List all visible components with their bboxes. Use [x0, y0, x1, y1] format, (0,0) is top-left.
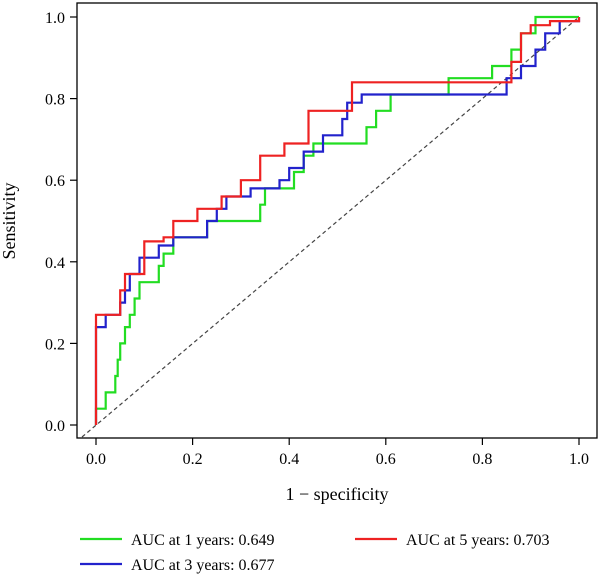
roc-curve-series-2: [94, 17, 581, 425]
roc-curve-series-1: [94, 15, 579, 425]
y-tick-label: 0.4: [45, 255, 65, 272]
x-axis-label: 1 − specificity: [285, 484, 388, 504]
legend-label-series-3: AUC at 5 years: 0.703: [406, 532, 550, 549]
legend-label-series-2: AUC at 3 years: 0.677: [131, 557, 275, 574]
y-tick-label: 0.6: [45, 173, 65, 190]
x-tick-label: 0.4: [279, 451, 299, 468]
reference-diagonal-line: [81, 16, 580, 438]
roc-curve-series-3: [94, 17, 581, 425]
reference-line-layer: [81, 16, 580, 438]
y-tick-label: 0.2: [45, 336, 65, 353]
x-tick-label: 0.6: [376, 451, 396, 468]
y-tick-label: 0.8: [45, 92, 65, 109]
legend: AUC at 1 years: 0.649 AUC at 3 years: 0.6…: [80, 532, 550, 574]
legend-label-series-1: AUC at 1 years: 0.649: [131, 532, 275, 549]
x-tick-label: 0.8: [472, 451, 492, 468]
y-tick-label: 1.0: [45, 10, 65, 27]
x-tick-label: 0.2: [183, 451, 203, 468]
x-axis: 0.0 0.2 0.4 0.6 0.8 1.0: [86, 438, 589, 468]
x-tick-label: 1.0: [569, 451, 589, 468]
series-layer: [94, 15, 581, 425]
y-axis-label: Sensitivity: [0, 182, 19, 259]
y-tick-label: 0.0: [45, 418, 65, 435]
x-tick-label: 0.0: [86, 451, 106, 468]
plot-area-frame: [76, 2, 598, 439]
y-axis: 0.0 0.2 0.4 0.6 0.8 1.0: [45, 10, 77, 435]
